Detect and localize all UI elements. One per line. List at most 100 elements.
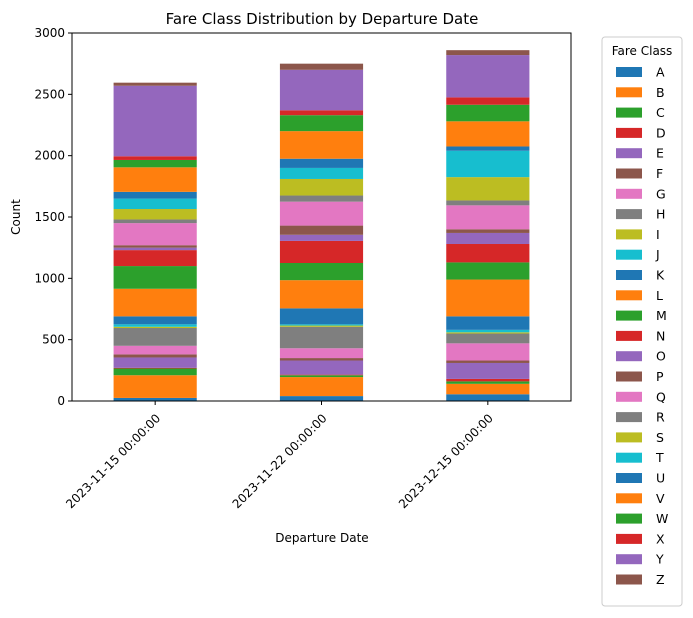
legend-label-f: F [656, 166, 663, 181]
bar-segment-z-3 [446, 50, 530, 56]
legend-label-l: L [656, 288, 663, 303]
bar-segment-h-3 [446, 333, 530, 344]
bar-segment-c-1 [113, 368, 197, 376]
bar-segment-k-1 [113, 316, 197, 325]
bar-segment-i-3 [446, 332, 530, 334]
bar-segment-c-3 [446, 381, 530, 384]
x-axis-label: Departure Date [275, 531, 368, 545]
legend-title: Fare Class [612, 44, 673, 58]
bar-segment-s-1 [113, 209, 197, 220]
legend-label-u: U [656, 471, 665, 486]
legend-swatch-q [616, 391, 642, 402]
bar-segment-q-3 [446, 205, 530, 230]
legend-swatch-l [616, 290, 642, 301]
bar-segment-d-3 [446, 378, 530, 382]
bar-segment-y-2 [279, 69, 364, 111]
bar-segment-v-2 [279, 131, 364, 159]
legend-swatch-v [616, 493, 642, 504]
legend-swatch-g [616, 188, 642, 199]
y-tick-label: 3000 [34, 26, 65, 40]
bar-segment-k-2 [279, 308, 364, 325]
bar-segment-j-1 [113, 324, 197, 327]
bar-segment-u-3 [446, 146, 530, 151]
bar-segment-u-2 [279, 158, 364, 168]
bar-segment-r-1 [113, 219, 197, 224]
y-tick-label: 1000 [34, 271, 65, 285]
bar-segment-r-3 [446, 200, 530, 206]
legend-swatch-x [616, 533, 642, 544]
legend-label-j: J [655, 247, 660, 262]
legend-label-i: I [656, 227, 660, 242]
legend-label-h: H [656, 207, 665, 222]
legend-swatch-m [616, 310, 642, 321]
legend-label-k: K [656, 268, 665, 283]
legend-label-e: E [656, 146, 664, 161]
legend-label-g: G [656, 186, 666, 201]
bar-segment-z-1 [113, 82, 197, 86]
bar-segment-d-1 [113, 367, 197, 369]
legend-label-c: C [656, 105, 665, 120]
legend-label-m: M [656, 308, 667, 323]
bar-segment-k-3 [446, 316, 530, 330]
bar-segment-x-1 [113, 156, 197, 160]
legend-swatch-d [616, 127, 642, 138]
legend-swatch-e [616, 148, 642, 159]
bar-segment-v-1 [113, 167, 197, 192]
bar-segment-n-3 [446, 243, 530, 263]
y-tick-label: 2000 [34, 149, 65, 163]
y-tick-label: 500 [42, 333, 65, 347]
bar-segment-t-3 [446, 150, 530, 178]
bar-segment-q-2 [279, 201, 364, 226]
bar-segment-e-1 [113, 357, 197, 368]
bar-segment-j-2 [279, 324, 364, 326]
bar-segment-t-1 [113, 198, 197, 210]
bar-segment-o-3 [446, 232, 530, 244]
legend-swatch-u [616, 473, 642, 483]
bar-segment-q-1 [113, 223, 197, 246]
bar-segment-h-1 [113, 328, 197, 346]
bar-segment-l-3 [446, 279, 530, 317]
bar-segment-a-2 [279, 396, 364, 401]
bar-segment-b-2 [279, 377, 364, 397]
legend-label-y: Y [655, 552, 664, 567]
legend-swatch-o [616, 351, 642, 362]
bar-segment-l-2 [279, 280, 364, 309]
bar-segment-g-2 [279, 348, 364, 359]
legend-swatch-c [616, 107, 642, 118]
bar-segment-c-2 [279, 375, 364, 378]
y-tick-label: 1500 [34, 210, 65, 224]
legend-swatch-b [616, 87, 642, 98]
legend-swatch-a [616, 67, 642, 77]
legend-swatch-j [616, 249, 642, 260]
legend-box [601, 36, 683, 607]
x-axis: 2023-11-15 00:00:00 2023-11-22 00:00:00 20… [63, 401, 496, 511]
bar-segment-f-2 [279, 358, 364, 361]
legend-swatch-h [616, 209, 642, 220]
bar-segment-s-2 [279, 178, 364, 196]
y-axis-label: Count [9, 199, 23, 235]
bar-segment-n-1 [113, 250, 197, 267]
bar-segment-a-3 [446, 394, 530, 401]
bar-segment-z-2 [279, 63, 364, 70]
legend-swatch-y [616, 554, 642, 565]
x-tick-label: 2023-12-15 00:00:00 [396, 411, 496, 511]
bar-segment-a-1 [113, 397, 197, 401]
bar-segment-g-1 [113, 345, 197, 355]
bar-segment-o-2 [279, 234, 364, 241]
legend-swatch-w [616, 513, 642, 524]
legend-label-q: Q [656, 389, 666, 404]
bar-segment-n-2 [279, 240, 364, 263]
legend-swatch-n [616, 330, 642, 341]
chart-title: Fare Class Distribution by Departure Dat… [166, 10, 479, 28]
bar-segment-w-3 [446, 104, 530, 122]
bar-segment-s-3 [446, 177, 530, 201]
bar-segment-w-1 [113, 159, 197, 168]
legend-swatch-k [616, 270, 642, 280]
bar-segment-m-3 [446, 262, 530, 280]
bar-segment-j-3 [446, 329, 530, 333]
legend-swatch-t [616, 452, 642, 463]
bar-segment-m-2 [279, 263, 364, 281]
legend-swatch-s [616, 432, 642, 443]
legend-label-x: X [656, 531, 665, 546]
